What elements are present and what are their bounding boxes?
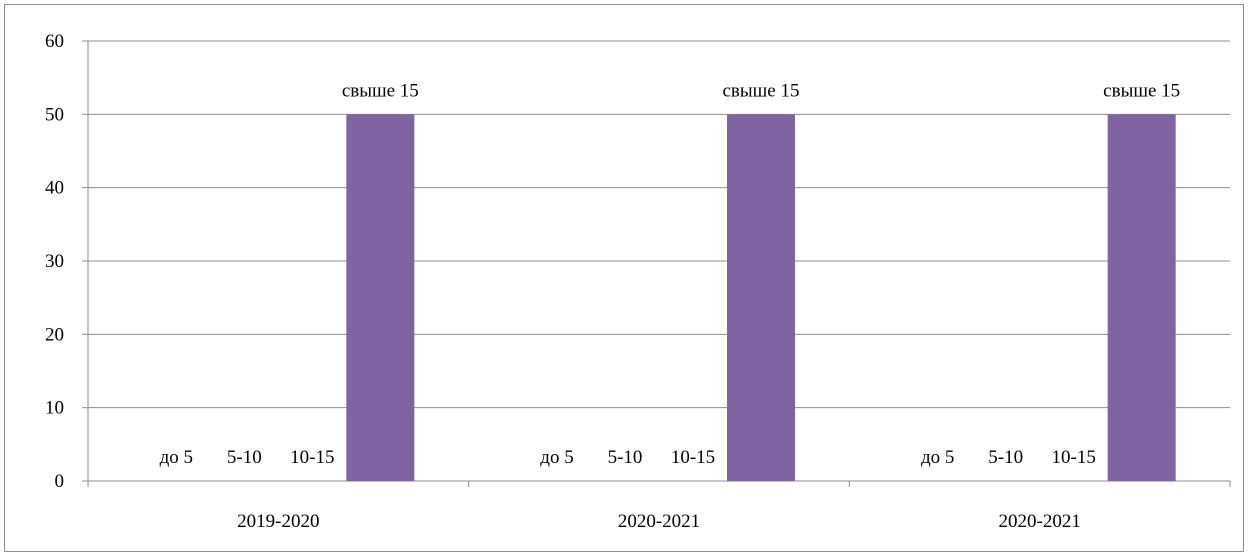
data-label: до 5: [921, 447, 954, 468]
y-tick-label: 60: [45, 31, 64, 52]
data-label: до 5: [540, 447, 573, 468]
data-label: 5-10: [608, 447, 643, 468]
data-label: свыше 15: [342, 80, 419, 101]
bar-4: [727, 114, 795, 481]
y-tick-label: 50: [45, 104, 64, 125]
chart-frame: [4, 4, 1244, 552]
y-tick-label: 10: [45, 398, 64, 419]
y-tick-label: 0: [55, 471, 65, 492]
data-label: свыше 15: [723, 80, 800, 101]
x-category-label: 2020-2021: [999, 511, 1081, 532]
y-tick-label: 30: [45, 251, 64, 272]
y-tick-label: 40: [45, 178, 64, 199]
bar-4: [346, 114, 415, 481]
x-category-label: 2019-2020: [237, 511, 319, 532]
x-category-label: 2020-2021: [618, 511, 700, 532]
data-label: 10-15: [290, 447, 334, 468]
y-tick-label: 20: [45, 324, 64, 345]
data-label: 5-10: [988, 447, 1023, 468]
data-label: 5-10: [227, 447, 262, 468]
data-label: 10-15: [1052, 447, 1096, 468]
bar-4: [1107, 114, 1176, 481]
data-label: до 5: [160, 447, 193, 468]
data-label: 10-15: [671, 447, 715, 468]
data-label: свыше 15: [1103, 80, 1180, 101]
